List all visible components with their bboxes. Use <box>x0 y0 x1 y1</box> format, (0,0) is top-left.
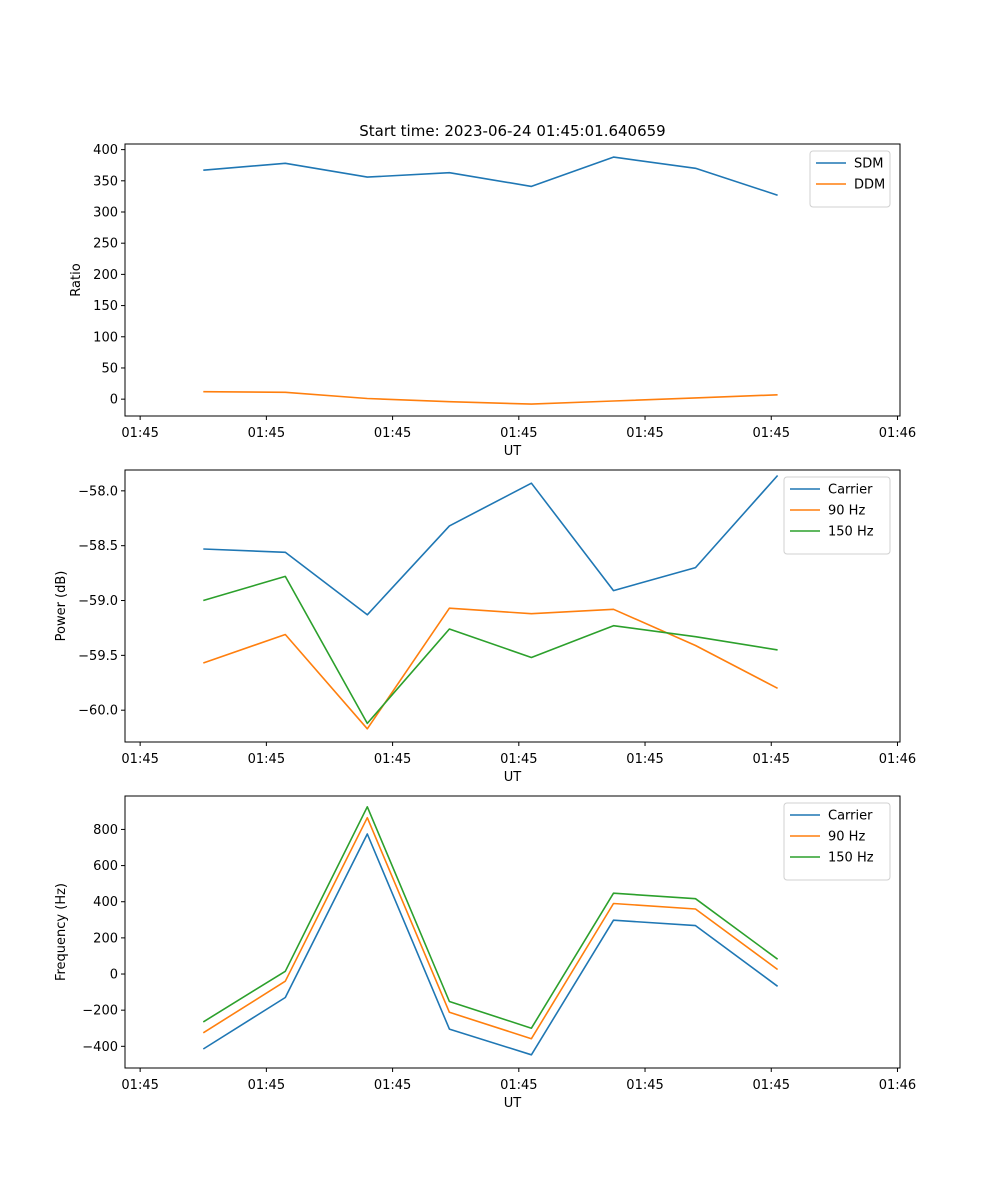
series-line-3 <box>203 575 778 725</box>
y-tick-label: 600 <box>93 859 118 874</box>
legend-box <box>783 476 891 555</box>
x-tick-label: 01:45 <box>500 752 537 767</box>
y-tick-label: 0 <box>110 968 118 983</box>
legend-label: 90 Hz <box>828 504 865 519</box>
axes-frame <box>124 143 901 417</box>
y-tick-label: −200 <box>82 1004 118 1019</box>
legend-label: Carrier <box>828 483 873 498</box>
legend-label: Carrier <box>828 809 873 824</box>
y-tick-label: 200 <box>93 931 118 946</box>
x-tick-label: 01:45 <box>121 1078 158 1093</box>
series-line-1 <box>202 833 779 1056</box>
y-tick-label: 150 <box>93 299 118 314</box>
series-line-1 <box>203 156 778 196</box>
x-axis-label: UT <box>504 444 522 459</box>
y-tick-label: 400 <box>93 895 118 910</box>
series-line-2 <box>202 816 779 1040</box>
legend-label: 150 Hz <box>828 525 874 540</box>
y-tick-label: −59.5 <box>78 649 118 664</box>
y-axis-label: Frequency (Hz) <box>54 883 69 981</box>
x-axis-label: UT <box>504 770 522 785</box>
y-tick-label: −58.5 <box>78 539 118 554</box>
x-tick-label: 01:45 <box>374 752 411 767</box>
legend-label: DDM <box>854 178 885 193</box>
x-tick-label: 01:46 <box>879 752 916 767</box>
y-tick-label: 250 <box>93 237 118 252</box>
y-tick-label: 0 <box>110 393 118 408</box>
y-axis-label: Power (dB) <box>54 571 69 642</box>
y-tick-label: −58.0 <box>78 484 118 499</box>
x-tick-label: 01:45 <box>374 426 411 441</box>
x-tick-label: 01:45 <box>753 426 790 441</box>
x-tick-label: 01:46 <box>879 1078 916 1093</box>
series-line-2 <box>203 390 778 405</box>
series-line-1 <box>203 474 779 616</box>
chart-panel-1: Start time: 2023-06-24 01:45:01.64065901… <box>69 122 916 459</box>
legend-box <box>783 802 891 881</box>
x-tick-label: 01:45 <box>753 1078 790 1093</box>
axes-frame <box>124 469 901 743</box>
y-axis-label: Ratio <box>69 263 84 296</box>
y-tick-label: 200 <box>93 268 118 283</box>
chart-panel-3: 01:45 01:45 01:45 01:45 01:45 01:45 01:46 −400 −… <box>54 795 916 1111</box>
x-tick-label: 01:45 <box>753 752 790 767</box>
y-tick-label: 400 <box>93 143 118 158</box>
y-tick-label: −59.0 <box>78 594 118 609</box>
legend-label: 90 Hz <box>828 830 865 845</box>
x-axis-label: UT <box>504 1096 522 1111</box>
axes-frame <box>124 795 901 1069</box>
x-tick-label: 01:45 <box>626 426 663 441</box>
x-tick-label: 01:45 <box>121 752 158 767</box>
chart-title: Start time: 2023-06-24 01:45:01.640659 <box>359 122 665 140</box>
x-tick-label: 01:45 <box>374 1078 411 1093</box>
y-tick-label: 300 <box>93 206 118 221</box>
legend-box <box>809 150 891 208</box>
y-tick-label: −60.0 <box>78 704 118 719</box>
legend-label: SDM <box>854 157 883 172</box>
y-tick-label: 50 <box>101 361 118 376</box>
y-tick-label: 100 <box>93 330 118 345</box>
x-tick-label: 01:45 <box>248 1078 285 1093</box>
series-line-2 <box>203 607 778 730</box>
series-line-3 <box>202 805 779 1029</box>
x-tick-label: 01:45 <box>626 752 663 767</box>
y-tick-label: 350 <box>93 174 118 189</box>
x-tick-label: 01:45 <box>626 1078 663 1093</box>
legend-label: 150 Hz <box>828 851 874 866</box>
y-tick-label: 800 <box>93 823 118 838</box>
x-tick-label: 01:45 <box>248 752 285 767</box>
x-tick-label: 01:45 <box>248 426 285 441</box>
x-tick-label: 01:45 <box>121 426 158 441</box>
x-tick-label: 01:45 <box>500 426 537 441</box>
x-tick-label: 01:45 <box>500 1078 537 1093</box>
x-tick-label: 01:46 <box>879 426 916 441</box>
y-tick-label: −400 <box>82 1040 118 1055</box>
chart-panel-2: 01:45 01:45 01:45 01:45 01:45 01:45 01:46 −60.0… <box>54 469 916 785</box>
